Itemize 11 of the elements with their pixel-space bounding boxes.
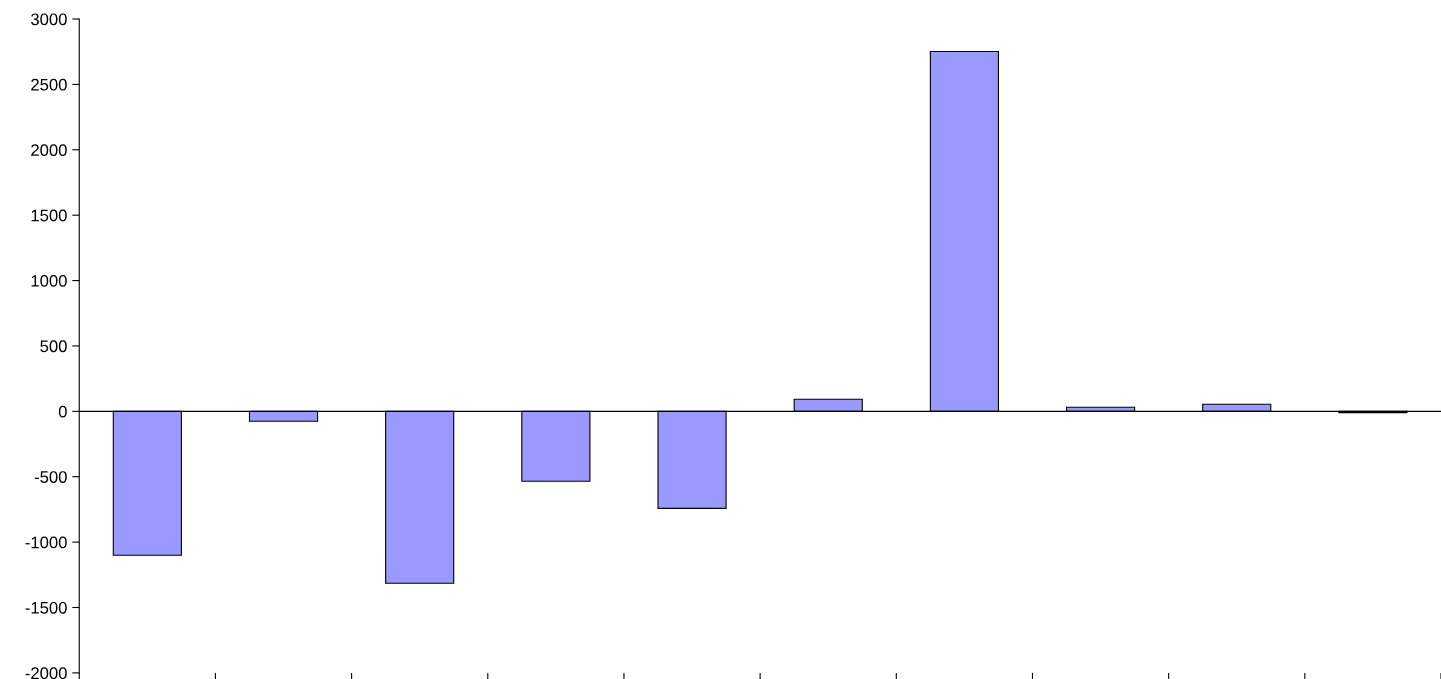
y-tick-label: 2000 xyxy=(31,144,67,156)
y-tick-label: 500 xyxy=(40,340,67,353)
y-tick-label: -1500 xyxy=(25,601,67,614)
y-tick-label: -2000 xyxy=(25,667,67,679)
y-tick-label: 1000 xyxy=(31,274,67,287)
y-tick-label: 3000 xyxy=(31,13,67,26)
y-tick-label: -1000 xyxy=(25,536,67,549)
y-tick-label: 0 xyxy=(58,405,67,418)
y-tick-label: 2500 xyxy=(31,78,67,91)
y-tick-label: 1500 xyxy=(31,209,67,222)
y-tick-label: -500 xyxy=(34,471,67,483)
